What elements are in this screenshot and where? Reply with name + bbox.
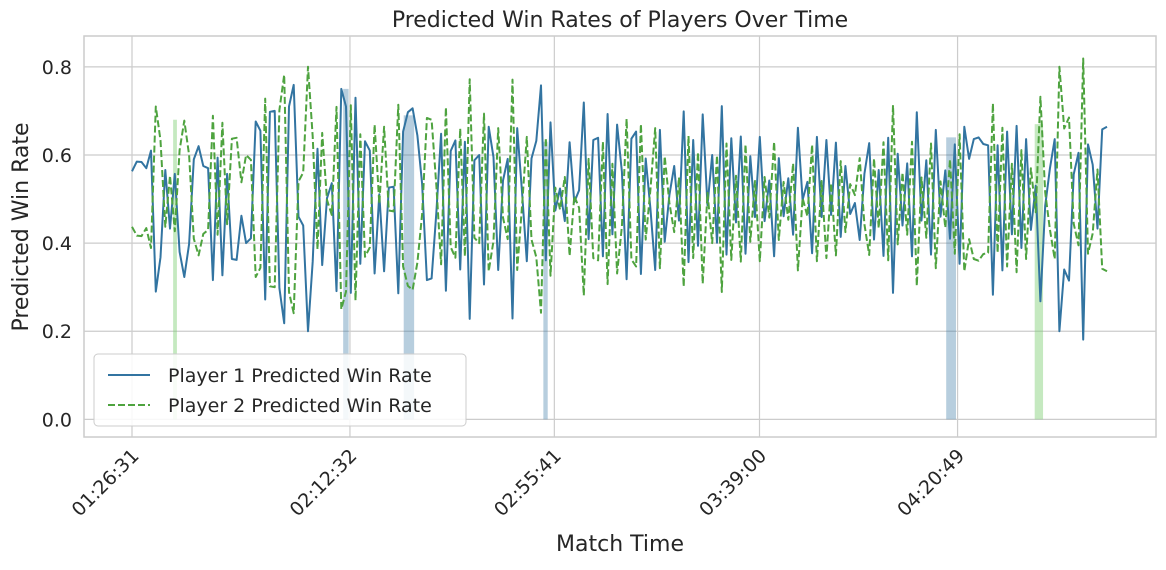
- highlight-bar-player1: [403, 115, 415, 420]
- highlight-bar-player1: [946, 137, 956, 420]
- legend-label-player2: Player 2 Predicted Win Rate: [168, 395, 432, 417]
- y-tick-label: 0.0: [42, 409, 72, 431]
- y-tick-label: 0.4: [42, 233, 72, 255]
- y-tick-label: 0.2: [42, 321, 72, 343]
- x-tick-label: 02:12:32: [286, 445, 362, 521]
- x-tick-label: 01:26:31: [68, 445, 144, 521]
- y-tick-label: 0.8: [42, 57, 72, 79]
- highlight-bar-player1: [343, 88, 349, 420]
- series-line-player1: [131, 83, 1108, 341]
- legend-box: [93, 353, 467, 427]
- plot-frame: [83, 35, 1157, 438]
- y-tick-labels: 0.0 0.2 0.4 0.6 0.8: [42, 57, 72, 432]
- x-tick-label: 02:55:41: [490, 445, 566, 521]
- series-lines: [131, 57, 1108, 341]
- highlight-bar-player1: [543, 141, 548, 420]
- x-tick-label: 03:39:00: [695, 445, 771, 521]
- highlight-bar-player2: [173, 119, 177, 420]
- x-axis-label: Match Time: [556, 532, 684, 557]
- x-tick-labels: 01:26:31 02:12:32 02:55:41 03:39:00 04:20:49: [68, 445, 969, 521]
- series-line-player2: [131, 57, 1108, 315]
- y-tick-label: 0.6: [42, 145, 72, 167]
- x-tick-label: 04:20:49: [893, 445, 969, 521]
- chart-title: Predicted Win Rates of Players Over Time: [392, 8, 848, 33]
- legend-label-player1: Player 1 Predicted Win Rate: [168, 365, 432, 387]
- y-axis-label: Predicted Win Rate: [9, 122, 34, 331]
- legend: Player 1 Predicted Win Rate Player 2 Pre…: [93, 353, 467, 427]
